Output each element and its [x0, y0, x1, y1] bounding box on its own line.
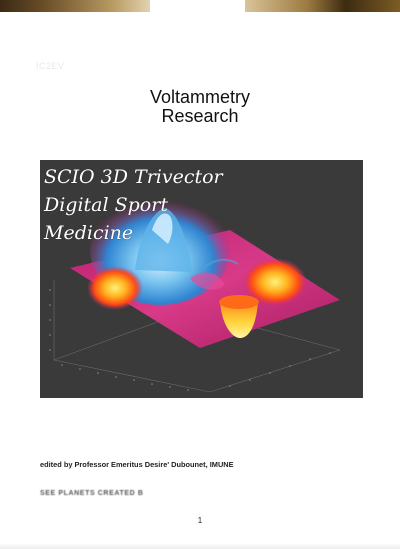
- document-title: Voltammetry Research: [0, 88, 400, 126]
- surface-hotspot-left: [87, 266, 143, 310]
- 3d-surface-plot-graphic: [49, 195, 341, 393]
- cover-illustration: SCIO 3D Trivector Digital Sport Medicine: [40, 160, 363, 398]
- faint-header-mark: IC2EV: [36, 61, 65, 71]
- blurred-text-line: SEE PLANETS CREATED B: [40, 490, 144, 497]
- title-line-1: Voltammetry: [149, 87, 251, 107]
- surface-hotspot-right: [243, 258, 307, 306]
- page-bottom-edge: [0, 543, 400, 549]
- cover-title-line-2: Digital Sport: [44, 194, 168, 216]
- cover-title-line-1: SCIO 3D Trivector: [44, 166, 223, 188]
- cover-edge-left: [0, 0, 150, 12]
- editor-credit: edited by Professor Emeritus Desire' Dub…: [40, 460, 234, 469]
- cover-edge-right: [245, 0, 400, 12]
- surface-trough: [220, 302, 258, 338]
- title-line-2: Research: [161, 106, 239, 126]
- axis-ticks: [49, 289, 331, 391]
- cover-title-line-3: Medicine: [44, 222, 134, 244]
- page-number: 1: [197, 516, 203, 525]
